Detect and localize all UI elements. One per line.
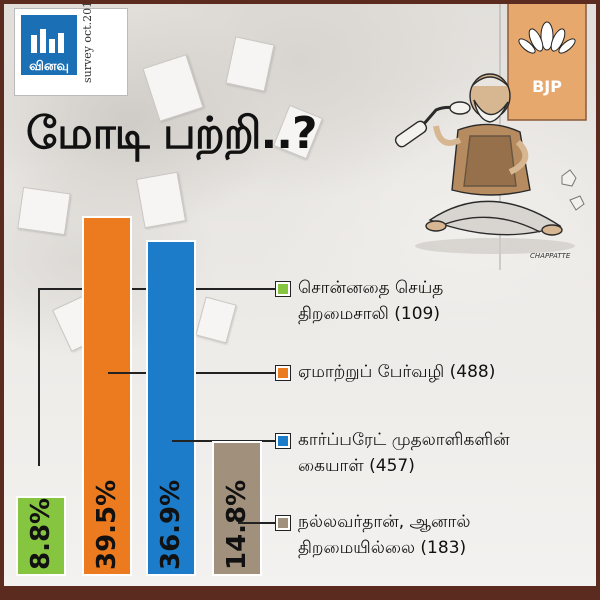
bar-value-label: 8.8% bbox=[26, 497, 56, 570]
legend-swatch-blue bbox=[275, 433, 291, 449]
bar-taupe bbox=[212, 441, 262, 576]
logo-word: வினவு bbox=[29, 59, 69, 74]
paper-sheet bbox=[17, 186, 71, 236]
bar-blue bbox=[146, 239, 196, 576]
legend-text: திறமையில்லை (183) bbox=[298, 538, 467, 558]
leader-line bbox=[238, 522, 276, 524]
legend-text: கையாள் (457) bbox=[298, 456, 415, 476]
bottom-bar bbox=[0, 586, 600, 600]
leader-line bbox=[172, 440, 276, 442]
paper-sheet bbox=[135, 171, 187, 229]
bar-chart-icon bbox=[31, 29, 71, 53]
legend-text: திறமைசாலி (109) bbox=[298, 304, 440, 324]
legend-text: சொன்னதை செய்த bbox=[298, 278, 444, 298]
bjp-poster bbox=[507, 1, 587, 121]
legend-swatch-green bbox=[275, 281, 291, 297]
vinavu-logo: வினவு survey oct.2017 bbox=[14, 0, 128, 96]
survey-date: survey oct.2017 bbox=[81, 0, 94, 83]
legend-text: நல்லவர்தான், ஆனால் bbox=[298, 512, 471, 532]
legend-text: ஏமாற்றுப் பேர்வழி (488) bbox=[298, 362, 496, 382]
cartoonist-signature: CHAPPATTE bbox=[530, 252, 571, 260]
bjp-label: BJP bbox=[532, 77, 562, 96]
crumpled-paper bbox=[561, 169, 585, 211]
lotus-icon bbox=[518, 21, 576, 54]
bar-orange bbox=[82, 216, 132, 576]
headline: மோடி பற்றி..? bbox=[26, 108, 317, 159]
cartoon-illustration: BJP CHAPPATTE bbox=[394, 0, 587, 270]
logo-mark: வினவு bbox=[21, 15, 77, 75]
legend-swatch-orange bbox=[275, 365, 291, 381]
bar-value-label: 36.9% bbox=[156, 479, 186, 570]
seated-figure bbox=[394, 73, 563, 236]
bar-value-label: 14.8% bbox=[222, 479, 252, 570]
bar-green bbox=[16, 495, 66, 576]
legend-swatch-taupe bbox=[275, 515, 291, 531]
bar-value-label: 39.5% bbox=[92, 479, 122, 570]
legend-text: கார்ப்பரேட் முதலாளிகளின் bbox=[298, 430, 510, 450]
leader-line bbox=[38, 288, 40, 466]
